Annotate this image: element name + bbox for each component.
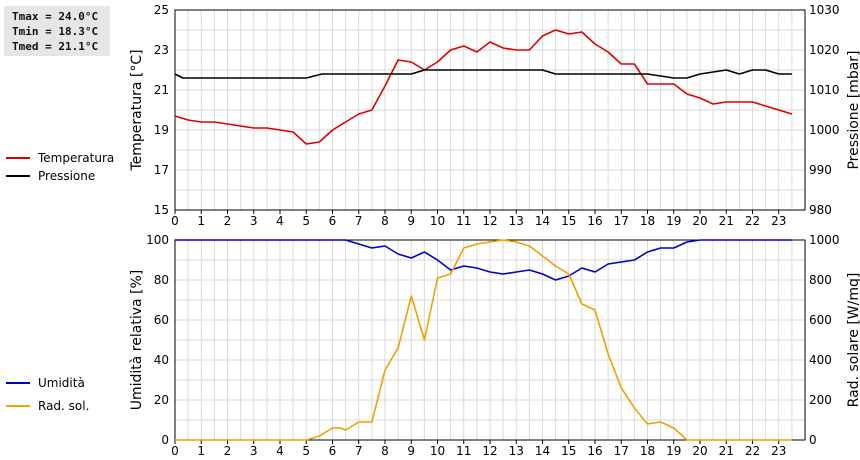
- x-tick-label: 16: [587, 214, 602, 228]
- x-tick-label: 13: [509, 444, 524, 458]
- legend-label: Pressione: [38, 169, 95, 183]
- y-right-tick-label: 400: [809, 353, 832, 367]
- y-left-tick-label: 100: [146, 233, 169, 247]
- x-tick-label: 23: [771, 444, 786, 458]
- x-tick-label: 0: [171, 214, 179, 228]
- stat-tmed: Tmed = 21.1°C: [12, 40, 99, 53]
- x-tick-label: 2: [224, 444, 232, 458]
- y-left-tick-label: 19: [154, 123, 169, 137]
- y-left-tick-label: 21: [154, 83, 169, 97]
- x-tick-label: 21: [719, 214, 734, 228]
- x-tick-label: 6: [329, 214, 337, 228]
- x-tick-label: 18: [640, 444, 655, 458]
- series-line-pressione: [174, 69, 792, 79]
- y-left-tick-label: 80: [154, 273, 169, 287]
- y-right-tick-label: 800: [809, 273, 832, 287]
- y-right-tick-label: 0: [809, 433, 817, 447]
- x-tick-label: 12: [482, 214, 497, 228]
- y-right-tick-label: 980: [809, 203, 832, 217]
- legend-label: Umidità: [38, 376, 85, 390]
- stat-label: Tmin: [12, 25, 39, 38]
- y-right-tick-label: 200: [809, 393, 832, 407]
- stats-box: Tmax = 24.0°C Tmin = 18.3°C Tmed = 21.1°…: [4, 6, 110, 56]
- x-tick-label: 15: [561, 214, 576, 228]
- x-tick-label: 16: [587, 444, 602, 458]
- legend-label: Temperatura: [37, 151, 114, 165]
- x-tick-label: 11: [456, 444, 471, 458]
- stat-label: Tmax: [12, 10, 39, 23]
- x-tick-label: 17: [614, 214, 629, 228]
- x-tick-label: 19: [666, 444, 681, 458]
- x-tick-label: 18: [640, 214, 655, 228]
- x-tick-label: 9: [407, 444, 415, 458]
- y-left-tick-label: 60: [154, 313, 169, 327]
- y-right-tick-label: 1000: [809, 123, 840, 137]
- x-tick-label: 17: [614, 444, 629, 458]
- x-tick-label: 22: [745, 214, 760, 228]
- x-tick-label: 23: [771, 214, 786, 228]
- x-tick-label: 7: [355, 214, 363, 228]
- y-right-tick-label: 1010: [809, 83, 840, 97]
- series-line-umidit: [175, 239, 792, 281]
- x-tick-label: 9: [407, 214, 415, 228]
- y-left-tick-label: 17: [154, 163, 169, 177]
- y-left-tick-label: 40: [154, 353, 169, 367]
- y-left-tick-label: 23: [154, 43, 169, 57]
- x-tick-label: 10: [430, 214, 445, 228]
- y-right-tick-label: 1030: [809, 3, 840, 17]
- y-right-tick-label: 1020: [809, 43, 840, 57]
- y-right-axis-label: Pressione [mbar]: [846, 50, 860, 169]
- x-tick-label: 7: [355, 444, 363, 458]
- x-tick-label: 3: [250, 214, 258, 228]
- x-tick-label: 8: [381, 214, 389, 228]
- stat-tmax: Tmax = 24.0°C: [12, 10, 99, 23]
- y-right-tick-label: 600: [809, 313, 832, 327]
- x-tick-label: 4: [276, 444, 284, 458]
- x-tick-label: 15: [561, 444, 576, 458]
- x-tick-label: 5: [302, 214, 310, 228]
- stat-label: Tmed: [12, 40, 39, 53]
- y-right-tick-label: 990: [809, 163, 832, 177]
- y-left-tick-label: 20: [154, 393, 169, 407]
- x-tick-label: 14: [535, 214, 550, 228]
- x-tick-label: 3: [250, 444, 258, 458]
- stat-value: 21.1°C: [58, 40, 99, 53]
- x-tick-label: 21: [719, 444, 734, 458]
- y-right-axis-label: Rad. solare [W/mq]: [846, 273, 860, 408]
- x-tick-label: 5: [302, 444, 310, 458]
- x-tick-label: 11: [456, 214, 471, 228]
- series-line-temperatura: [174, 29, 793, 145]
- series-line-rad-sol: [175, 239, 792, 441]
- stat-tmin: Tmin = 18.3°C: [12, 25, 99, 38]
- x-tick-label: 1: [197, 214, 205, 228]
- legend-label: Rad. sol.: [38, 399, 89, 413]
- y-left-axis-label: Umidità relativa [%]: [129, 270, 145, 411]
- y-left-axis-label: Temperatura [°C]: [129, 49, 145, 171]
- y-right-tick-label: 1000: [809, 233, 840, 247]
- x-tick-label: 20: [692, 444, 707, 458]
- x-tick-label: 13: [509, 214, 524, 228]
- stat-value: 18.3°C: [58, 25, 99, 38]
- x-tick-label: 12: [482, 444, 497, 458]
- x-tick-label: 1: [197, 444, 205, 458]
- x-tick-label: 10: [430, 444, 445, 458]
- x-tick-label: 14: [535, 444, 550, 458]
- y-left-tick-label: 25: [154, 3, 169, 17]
- x-tick-label: 8: [381, 444, 389, 458]
- x-tick-label: 19: [666, 214, 681, 228]
- x-tick-label: 2: [224, 214, 232, 228]
- x-tick-label: 22: [745, 444, 760, 458]
- x-tick-label: 20: [692, 214, 707, 228]
- x-tick-label: 4: [276, 214, 284, 228]
- x-tick-label: 0: [171, 444, 179, 458]
- x-tick-label: 6: [329, 444, 337, 458]
- y-left-tick-label: 0: [161, 433, 169, 447]
- y-left-tick-label: 15: [154, 203, 169, 217]
- stat-value: 24.0°C: [58, 10, 99, 23]
